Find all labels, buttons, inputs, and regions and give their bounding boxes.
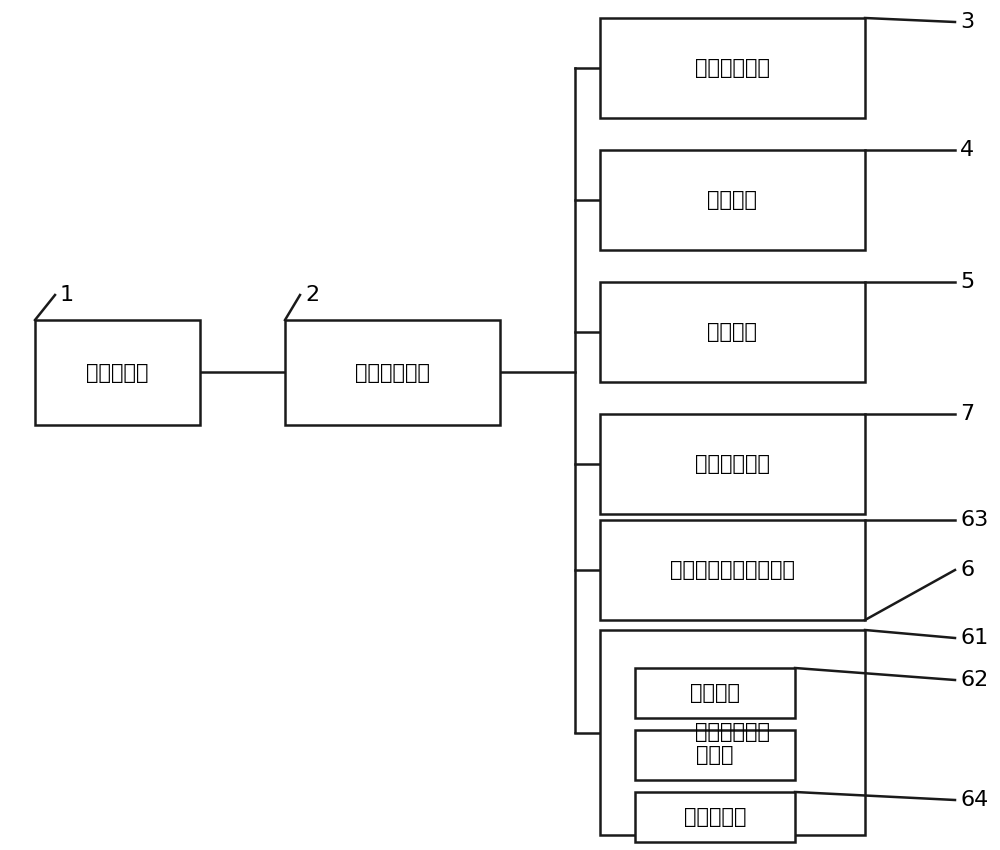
Text: 6: 6: [960, 560, 974, 580]
Text: 动态胎压信号采集单元: 动态胎压信号采集单元: [670, 560, 795, 580]
Text: 脉冲计数器: 脉冲计数器: [684, 807, 746, 827]
Text: 61: 61: [960, 628, 988, 648]
Text: 中央控制单元: 中央控制单元: [355, 362, 430, 382]
Bar: [35, 320, 200, 425]
Text: 63: 63: [960, 510, 988, 530]
Text: 2: 2: [305, 285, 319, 305]
Text: 7: 7: [960, 404, 974, 424]
Text: 导航模块: 导航模块: [708, 322, 758, 342]
Text: 4: 4: [960, 140, 974, 160]
Bar: [600, 18, 865, 118]
Text: 62: 62: [960, 670, 988, 690]
Text: 1: 1: [60, 285, 74, 305]
Text: 陀螺仪传感器: 陀螺仪传感器: [695, 454, 770, 474]
Text: 编码器: 编码器: [696, 745, 734, 765]
Text: 3: 3: [960, 12, 974, 32]
Text: 里程测量模块: 里程测量模块: [695, 722, 770, 743]
Bar: [600, 150, 865, 250]
Bar: [600, 414, 865, 514]
Bar: [600, 282, 865, 382]
Text: 中心服务器: 中心服务器: [86, 362, 149, 382]
Bar: [635, 730, 795, 780]
Bar: [285, 320, 500, 425]
Text: 电源模块: 电源模块: [708, 190, 758, 210]
Bar: [600, 520, 865, 620]
Bar: [635, 792, 795, 842]
Text: 导电滑环: 导电滑环: [690, 683, 740, 703]
Bar: [600, 630, 865, 835]
Bar: [635, 668, 795, 718]
Text: 5: 5: [960, 272, 974, 292]
Text: 64: 64: [960, 790, 988, 810]
Text: 加速度传感器: 加速度传感器: [695, 58, 770, 78]
